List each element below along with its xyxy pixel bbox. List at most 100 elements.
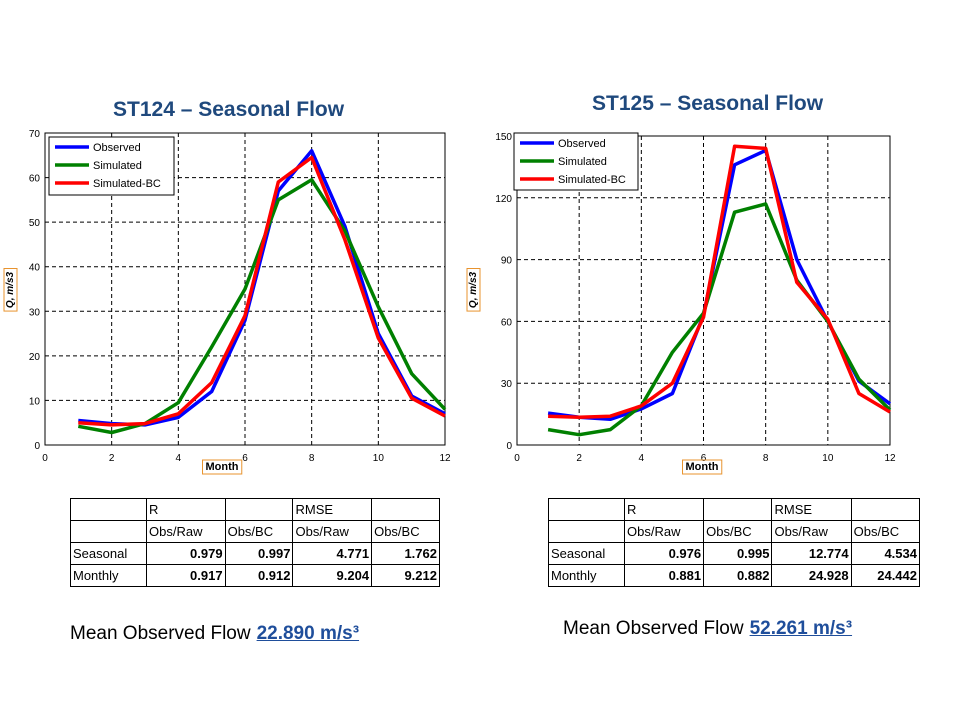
table-subheader-row: Obs/Raw Obs/BC Obs/Raw Obs/BC bbox=[548, 520, 921, 543]
table-subheader-row: Obs/Raw Obs/BC Obs/Raw Obs/BC bbox=[70, 520, 440, 543]
table-header-rmse: RMSE bbox=[292, 498, 373, 521]
legend-label: Observed bbox=[558, 138, 606, 150]
table-cell: 0.976 bbox=[623, 542, 705, 565]
x-tick-label: 4 bbox=[176, 453, 182, 464]
table-cell: 9.212 bbox=[371, 564, 440, 587]
y-tick-label: 60 bbox=[29, 174, 41, 185]
st124-seasonal-flow-chart: 0 2 4 6 8 10 12 0 10 20 30 40 50 60 70 Observed Simulate… bbox=[3, 129, 451, 475]
x-tick-label: 8 bbox=[763, 453, 769, 464]
x-tick-label: 12 bbox=[884, 453, 896, 464]
table-cell: 9.204 bbox=[292, 564, 373, 587]
table-cell: 0.995 bbox=[703, 542, 773, 565]
table-header-cell bbox=[70, 498, 147, 521]
x-tick-label: 12 bbox=[439, 453, 451, 464]
x-axis-label: Month bbox=[686, 461, 719, 473]
table-header-r: R bbox=[146, 498, 226, 521]
plot-frame bbox=[516, 135, 891, 446]
x-tick-label: 4 bbox=[639, 453, 645, 464]
y-tick-label: 30 bbox=[501, 379, 513, 390]
table-header-cell bbox=[371, 498, 440, 521]
table-header-r: R bbox=[623, 498, 705, 521]
x-axis-label: Month bbox=[206, 461, 239, 473]
table-header-row: R RMSE bbox=[548, 498, 921, 521]
legend-label: Observed bbox=[93, 142, 141, 154]
y-tick-label: 0 bbox=[34, 441, 40, 452]
mean-flow-label: Mean Observed Flow bbox=[563, 618, 744, 639]
table-header-obs-bc: Obs/BC bbox=[850, 520, 921, 543]
table-header-obs-bc: Obs/BC bbox=[224, 520, 294, 543]
legend-label: Simulated bbox=[93, 160, 142, 172]
y-axis-label-box bbox=[3, 268, 18, 312]
y-tick-label: 40 bbox=[29, 263, 41, 274]
y-axis-label: Q, m/s3 bbox=[5, 272, 16, 309]
x-tick-label: 10 bbox=[822, 453, 834, 464]
series-line-simulated bbox=[77, 178, 447, 435]
table-header-obs-raw: Obs/Raw bbox=[623, 520, 705, 543]
table-header-cell bbox=[548, 498, 625, 521]
x-tick-label: 6 bbox=[242, 453, 248, 464]
x-axis-label-box bbox=[202, 459, 243, 475]
x-axis-label-box bbox=[682, 459, 723, 475]
table-header-cell bbox=[70, 520, 147, 543]
y-tick-label: 150 bbox=[495, 132, 512, 143]
y-tick-label: 90 bbox=[501, 256, 513, 267]
table-header-cell bbox=[224, 498, 294, 521]
table-header-obs-raw: Obs/Raw bbox=[292, 520, 373, 543]
table-header-rmse: RMSE bbox=[771, 498, 852, 521]
legend-label: Simulated-BC bbox=[93, 178, 161, 190]
x-tick-label: 2 bbox=[109, 453, 115, 464]
plot-frame bbox=[44, 132, 446, 446]
y-tick-label: 70 bbox=[29, 129, 41, 140]
table-cell: 0.979 bbox=[146, 542, 226, 565]
mean-observed-flow-st124: Mean Observed Flow 22.890 m/s³ bbox=[70, 623, 359, 645]
y-tick-label: 50 bbox=[29, 218, 41, 229]
x-tick-label: 2 bbox=[576, 453, 582, 464]
y-tick-label: 10 bbox=[29, 396, 41, 407]
chart-title-st124: ST124 – Seasonal Flow bbox=[113, 98, 345, 121]
stats-table-st124: R RMSE Obs/Raw Obs/BC Obs/Raw Obs/BC Sea… bbox=[70, 498, 440, 587]
table-row: Seasonal 0.976 0.995 12.774 4.534 bbox=[548, 542, 921, 565]
row-label: Seasonal bbox=[70, 542, 147, 565]
series-line-simulated-bc bbox=[78, 155, 446, 427]
x-tick-label: 10 bbox=[373, 453, 385, 464]
table-header-obs-bc: Obs/BC bbox=[703, 520, 773, 543]
x-tick-label: 6 bbox=[701, 453, 707, 464]
x-tick-label: 8 bbox=[309, 453, 315, 464]
table-cell: 0.882 bbox=[703, 564, 773, 587]
series-line-simulated-bc bbox=[548, 144, 891, 419]
table-header-cell bbox=[850, 498, 921, 521]
table-header-obs-raw: Obs/Raw bbox=[146, 520, 226, 543]
table-header-cell bbox=[548, 520, 625, 543]
legend-label: Simulated-BC bbox=[558, 174, 626, 186]
st125-seasonal-flow-chart: 0 2 4 6 8 10 120306090120150ObservedSimulatedS… bbox=[466, 132, 896, 475]
row-label: Monthly bbox=[70, 564, 147, 587]
table-cell: 4.771 bbox=[292, 542, 373, 565]
mean-flow-value: 52.261 m/s³ bbox=[749, 618, 853, 639]
y-tick-label: 30 bbox=[29, 307, 41, 318]
x-tick-label: 0 bbox=[42, 453, 48, 464]
row-label: Seasonal bbox=[548, 542, 625, 565]
chart-title-st125: ST125 – Seasonal Flow bbox=[592, 92, 824, 115]
table-cell: 0.997 bbox=[224, 542, 294, 565]
table-header-cell bbox=[703, 498, 773, 521]
y-tick-label: 20 bbox=[29, 352, 41, 363]
row-label: Monthly bbox=[548, 564, 625, 587]
x-tick-label: 0 bbox=[514, 453, 520, 464]
table-row: Monthly 0.917 0.912 9.204 9.212 bbox=[70, 564, 440, 587]
table-cell: 0.917 bbox=[146, 564, 226, 587]
legend-label: Simulated bbox=[558, 156, 607, 168]
table-row: Seasonal 0.979 0.997 4.771 1.762 bbox=[70, 542, 440, 565]
mean-flow-label: Mean Observed Flow bbox=[70, 623, 251, 644]
table-row: Monthly 0.881 0.882 24.928 24.442 bbox=[548, 564, 921, 587]
series-line-observed bbox=[547, 148, 892, 422]
table-cell: 24.442 bbox=[850, 564, 921, 587]
y-axis-label: Q, m/s3 bbox=[468, 272, 479, 309]
y-tick-label: 120 bbox=[495, 194, 512, 205]
table-cell: 1.762 bbox=[371, 542, 440, 565]
y-axis-label-box bbox=[466, 268, 481, 312]
table-cell: 24.928 bbox=[771, 564, 852, 587]
table-cell: 12.774 bbox=[771, 542, 852, 565]
table-header-obs-bc: Obs/BC bbox=[371, 520, 440, 543]
stats-table-st125: R RMSE Obs/Raw Obs/BC Obs/Raw Obs/BC Sea… bbox=[548, 498, 921, 587]
table-cell: 0.881 bbox=[623, 564, 705, 587]
